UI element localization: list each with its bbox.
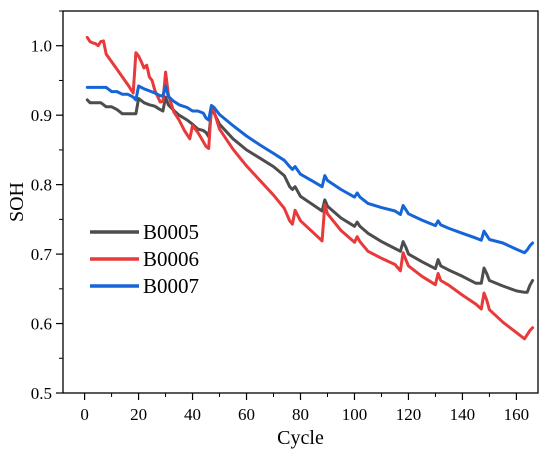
y-tick-label: 0.7 xyxy=(31,245,53,264)
x-tick-label: 120 xyxy=(396,405,422,424)
series-line-b0005 xyxy=(85,95,535,294)
x-tick-label: 20 xyxy=(130,405,147,424)
y-axis-ticks: 0.5 0.6 0.7 0.8 0.9 1.0 xyxy=(31,10,63,403)
x-tick-label: 100 xyxy=(342,405,368,424)
y-tick-label: 1.0 xyxy=(31,37,52,56)
y-tick-label: 0.9 xyxy=(31,106,52,125)
x-tick-label: 80 xyxy=(292,405,309,424)
x-tick-label: 0 xyxy=(80,405,89,424)
x-tick-label: 160 xyxy=(504,405,530,424)
legend: B0005 B0006 B0007 xyxy=(90,220,199,298)
x-tick-label: 60 xyxy=(238,405,255,424)
y-tick-label: 0.6 xyxy=(31,315,52,334)
legend-label-b0006: B0006 xyxy=(143,247,199,271)
y-axis-title: SOH xyxy=(6,182,28,222)
x-tick-label: 140 xyxy=(450,405,476,424)
series-line-b0006 xyxy=(85,35,535,341)
legend-label-b0007: B0007 xyxy=(143,274,199,298)
legend-label-b0005: B0005 xyxy=(143,220,199,244)
x-axis-ticks: 0 20 40 60 80 100 120 140 160 xyxy=(80,393,529,424)
series-line-b0007 xyxy=(85,84,535,255)
plot-lines xyxy=(85,35,535,341)
y-tick-label: 0.5 xyxy=(31,384,52,403)
x-axis-title: Cycle xyxy=(277,427,324,449)
y-tick-label: 0.8 xyxy=(31,176,52,195)
x-tick-label: 40 xyxy=(184,405,201,424)
